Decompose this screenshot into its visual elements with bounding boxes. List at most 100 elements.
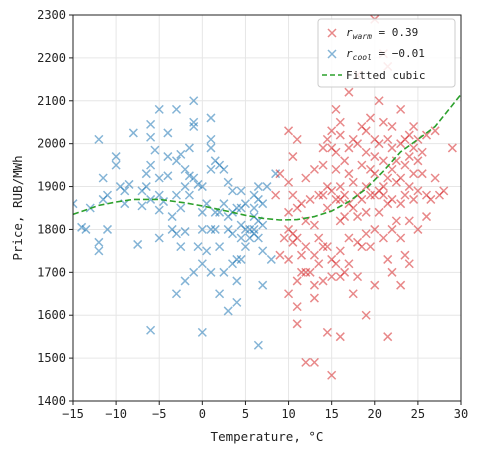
cool-point bbox=[232, 297, 242, 307]
warm-point bbox=[344, 87, 354, 97]
legend-label-warm: rwarm = 0.39 bbox=[346, 26, 418, 41]
warm-point bbox=[318, 190, 328, 200]
cool-point bbox=[163, 152, 173, 162]
cool-point bbox=[253, 182, 263, 192]
warm-point bbox=[327, 186, 337, 196]
warm-point bbox=[391, 216, 401, 226]
plot-area bbox=[73, 15, 461, 380]
cool-point bbox=[163, 171, 173, 181]
cool-point bbox=[98, 173, 108, 183]
legend-warm-subscript: warm bbox=[353, 32, 372, 41]
cool-point bbox=[141, 182, 151, 192]
warm-point bbox=[292, 319, 302, 329]
warm-point bbox=[327, 126, 337, 136]
warm-point bbox=[305, 267, 315, 277]
legend-entry-cool: rcool = −0.01 bbox=[327, 47, 425, 62]
warm-point bbox=[396, 173, 406, 183]
cool-point bbox=[258, 220, 268, 230]
fitted-cubic-line bbox=[73, 93, 461, 221]
cool-point bbox=[146, 132, 156, 142]
cool-point bbox=[240, 242, 250, 252]
cool-point bbox=[219, 199, 229, 209]
x-tick-label: 30 bbox=[454, 407, 468, 421]
cool-point bbox=[206, 164, 216, 174]
cool-point bbox=[249, 203, 259, 213]
y-tick-label: 1500 bbox=[37, 351, 66, 365]
warm-point bbox=[357, 242, 367, 252]
x-tick-label: 20 bbox=[368, 407, 382, 421]
warm-point bbox=[344, 169, 354, 179]
warm-point bbox=[284, 254, 294, 264]
warm-point bbox=[314, 233, 324, 243]
warm-point bbox=[387, 164, 397, 174]
warm-point bbox=[396, 233, 406, 243]
legend-entry-fit: Fitted cubic bbox=[322, 69, 425, 82]
cool-point bbox=[189, 96, 199, 106]
cool-point bbox=[236, 186, 246, 196]
warm-point bbox=[353, 272, 363, 282]
warm-point bbox=[404, 216, 414, 226]
warm-point bbox=[387, 224, 397, 234]
warm-point bbox=[275, 250, 285, 260]
data-points bbox=[73, 15, 457, 380]
cool-point bbox=[193, 179, 203, 189]
warm-point bbox=[344, 233, 354, 243]
cool-point bbox=[154, 205, 164, 215]
cool-point bbox=[184, 190, 194, 200]
warm-point bbox=[409, 194, 419, 204]
warm-point bbox=[322, 242, 332, 252]
y-axis-ticks: 1400 1500 1600 1700 1800 1900 2000 2100 2200 2300 bbox=[37, 8, 73, 408]
warm-point bbox=[378, 233, 388, 243]
warm-point bbox=[396, 280, 406, 290]
warm-point bbox=[301, 173, 311, 183]
cool-point bbox=[227, 186, 238, 196]
warm-point bbox=[439, 186, 449, 196]
warm-point bbox=[344, 259, 354, 269]
warm-point bbox=[284, 289, 294, 299]
cool-point bbox=[240, 199, 250, 209]
warm-point bbox=[396, 199, 406, 209]
warm-point bbox=[322, 327, 332, 337]
warm-point bbox=[409, 143, 419, 153]
warm-point bbox=[374, 207, 384, 217]
warm-point bbox=[357, 160, 367, 170]
cool-point bbox=[163, 128, 173, 138]
warm-point bbox=[301, 357, 311, 367]
warm-point bbox=[361, 207, 371, 217]
cool-point bbox=[102, 224, 113, 234]
warm-point bbox=[322, 203, 332, 213]
warm-point bbox=[361, 310, 371, 320]
warm-point bbox=[383, 173, 393, 183]
y-tick-label: 1600 bbox=[37, 308, 66, 322]
warm-point bbox=[404, 152, 414, 162]
cool-point bbox=[81, 224, 91, 234]
warm-point bbox=[335, 182, 345, 192]
y-tick-label: 1800 bbox=[37, 222, 66, 236]
cool-point bbox=[171, 156, 181, 166]
cool-point bbox=[206, 134, 216, 144]
warm-point bbox=[430, 173, 440, 183]
cool-point bbox=[232, 276, 242, 286]
warm-point bbox=[327, 370, 337, 380]
cool-point bbox=[258, 246, 268, 256]
warm-point bbox=[404, 259, 414, 269]
cool-point bbox=[171, 229, 181, 239]
warm-point bbox=[417, 147, 427, 157]
warm-point bbox=[357, 194, 367, 204]
cool-point bbox=[180, 276, 190, 286]
cool-point bbox=[262, 182, 272, 192]
cool-point bbox=[184, 171, 194, 181]
warm-point bbox=[404, 130, 414, 140]
legend-warm-prefix: r bbox=[346, 26, 353, 39]
cool-point bbox=[206, 143, 216, 153]
y-tick-label: 2200 bbox=[37, 51, 66, 65]
warm-point bbox=[335, 130, 345, 140]
legend-label-cool: rcool = −0.01 bbox=[346, 47, 425, 62]
cool-point bbox=[111, 152, 121, 162]
cool-point bbox=[176, 242, 186, 252]
warm-point bbox=[314, 259, 324, 269]
warm-point bbox=[335, 117, 345, 127]
cool-point bbox=[236, 254, 246, 264]
warm-point bbox=[400, 160, 410, 170]
warm-point bbox=[400, 250, 410, 260]
